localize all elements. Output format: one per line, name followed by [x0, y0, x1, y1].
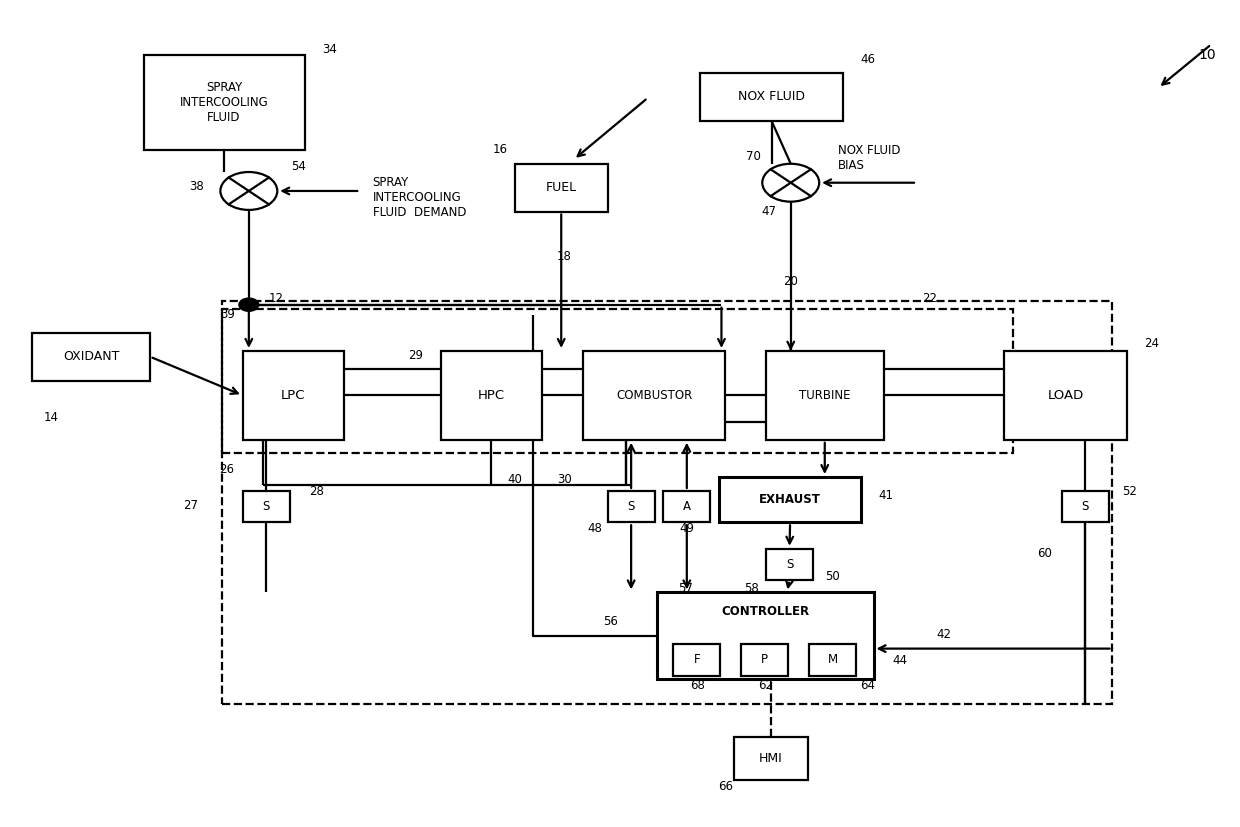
Text: 10: 10 [1199, 48, 1216, 62]
Text: 22: 22 [921, 292, 936, 304]
Bar [32, 332, 150, 380]
Text: 66: 66 [718, 780, 733, 792]
Bar [583, 351, 725, 440]
Text: EXHAUST: EXHAUST [759, 493, 821, 506]
Bar [766, 548, 813, 580]
Text: 57: 57 [678, 581, 693, 595]
Bar [810, 644, 857, 676]
Bar [657, 592, 874, 679]
Text: 62: 62 [759, 679, 774, 692]
Bar [1061, 491, 1109, 523]
Text: 70: 70 [746, 150, 761, 163]
Text: CONTROLLER: CONTROLLER [722, 605, 810, 618]
Text: HPC: HPC [477, 389, 505, 402]
Text: TURBINE: TURBINE [799, 389, 851, 402]
Text: 64: 64 [861, 679, 875, 692]
Text: HMI: HMI [759, 753, 782, 765]
Text: SPRAY
INTERCOOLING
FLUID  DEMAND: SPRAY INTERCOOLING FLUID DEMAND [372, 176, 466, 219]
Text: NOX FLUID: NOX FLUID [738, 90, 805, 103]
Text: 47: 47 [761, 205, 776, 218]
Bar [243, 491, 290, 523]
Bar [515, 164, 608, 212]
Bar [719, 477, 862, 523]
Text: 18: 18 [557, 251, 572, 263]
Text: S: S [786, 558, 794, 571]
Bar [673, 644, 720, 676]
Text: 48: 48 [588, 523, 603, 535]
Text: 12: 12 [269, 292, 284, 304]
Text: M: M [828, 653, 838, 667]
Text: COMBUSTOR: COMBUSTOR [616, 389, 692, 402]
Bar [1003, 351, 1127, 440]
Text: 14: 14 [43, 411, 58, 424]
Text: S: S [263, 500, 270, 513]
Text: 28: 28 [310, 485, 325, 499]
Text: S: S [627, 500, 635, 513]
Text: 68: 68 [691, 679, 706, 692]
Text: 46: 46 [861, 53, 875, 65]
Circle shape [239, 298, 259, 311]
Bar [440, 351, 542, 440]
Text: 16: 16 [492, 143, 507, 156]
Bar [766, 351, 884, 440]
Text: 29: 29 [408, 349, 423, 362]
Text: 24: 24 [1145, 337, 1159, 350]
Bar [663, 491, 711, 523]
Text: 60: 60 [1037, 547, 1052, 560]
Text: 40: 40 [507, 473, 522, 486]
Text: 20: 20 [784, 275, 799, 288]
Text: 52: 52 [1122, 485, 1137, 499]
Bar [243, 351, 343, 440]
Bar [222, 308, 1013, 453]
Text: 44: 44 [892, 654, 908, 667]
Text: FUEL: FUEL [546, 181, 577, 194]
Text: 27: 27 [184, 500, 198, 512]
Text: 41: 41 [878, 490, 894, 503]
Bar [222, 301, 1112, 704]
Text: 26: 26 [219, 463, 234, 476]
Text: 49: 49 [680, 523, 694, 535]
Text: P: P [761, 653, 769, 667]
Text: NOX FLUID
BIAS: NOX FLUID BIAS [838, 144, 900, 172]
Text: S: S [1081, 500, 1089, 513]
Bar [144, 55, 305, 150]
Bar [734, 738, 808, 781]
Text: 30: 30 [557, 473, 572, 486]
Text: OXIDANT: OXIDANT [63, 350, 119, 363]
Bar [608, 491, 655, 523]
Bar [701, 73, 843, 121]
Text: 50: 50 [826, 570, 841, 583]
Text: 39: 39 [221, 308, 236, 321]
Text: LOAD: LOAD [1048, 389, 1084, 402]
Text: F: F [693, 653, 701, 667]
Bar [742, 644, 789, 676]
Text: 42: 42 [936, 628, 951, 641]
Text: 58: 58 [744, 581, 759, 595]
Text: 34: 34 [322, 43, 337, 55]
Text: 56: 56 [603, 614, 618, 628]
Text: LPC: LPC [281, 389, 305, 402]
Text: A: A [683, 500, 691, 513]
Text: 38: 38 [190, 180, 205, 194]
Text: 54: 54 [291, 160, 306, 173]
Text: SPRAY
INTERCOOLING
FLUID: SPRAY INTERCOOLING FLUID [180, 81, 269, 124]
